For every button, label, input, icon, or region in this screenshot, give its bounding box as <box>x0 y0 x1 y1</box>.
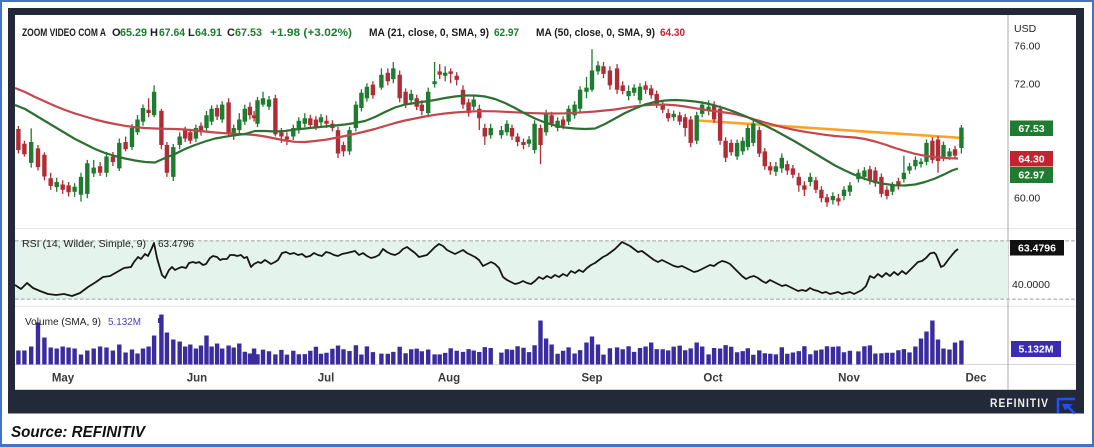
svg-text:63.4796: 63.4796 <box>1018 242 1056 254</box>
svg-text:Jun: Jun <box>187 373 207 385</box>
svg-text:H: H <box>150 27 158 39</box>
svg-text:Nov: Nov <box>838 373 860 385</box>
svg-text:Sep: Sep <box>581 373 602 385</box>
svg-text:62.97: 62.97 <box>494 27 519 39</box>
svg-text:Aug: Aug <box>438 373 460 385</box>
svg-text:64.30: 64.30 <box>1018 153 1044 165</box>
svg-text:64.30: 64.30 <box>660 27 685 39</box>
svg-text:60.00: 60.00 <box>1014 193 1040 205</box>
svg-text:RSI (14, Wilder, Simple, 9): RSI (14, Wilder, Simple, 9) <box>22 238 146 250</box>
svg-text:O: O <box>112 27 121 39</box>
svg-text:Jul: Jul <box>318 373 335 385</box>
svg-text:64.91: 64.91 <box>195 27 222 39</box>
svg-text:67.53: 67.53 <box>235 27 262 39</box>
svg-text:Oct: Oct <box>703 373 722 385</box>
svg-text:MA (50, close, 0, SMA, 9): MA (50, close, 0, SMA, 9) <box>536 27 655 39</box>
svg-text:USD: USD <box>1014 23 1037 35</box>
svg-text:67.53: 67.53 <box>1018 123 1044 135</box>
svg-text:C: C <box>227 27 235 39</box>
svg-text:L: L <box>188 27 195 39</box>
svg-text:65.29: 65.29 <box>120 27 147 39</box>
svg-text:Source: REFINITIV: Source: REFINITIV <box>11 424 146 441</box>
svg-text:May: May <box>52 373 75 385</box>
svg-text:Dec: Dec <box>965 373 987 385</box>
svg-text:67.64: 67.64 <box>159 27 186 39</box>
svg-text:+1.98 (+3.02%): +1.98 (+3.02%) <box>270 27 352 39</box>
svg-text:ZOOM VIDEO COM A: ZOOM VIDEO COM A <box>22 27 106 39</box>
svg-text:40.0000: 40.0000 <box>1012 279 1050 291</box>
svg-text:Volume (SMA, 9): Volume (SMA, 9) <box>25 316 101 328</box>
svg-text:5.132M: 5.132M <box>108 316 141 328</box>
svg-text:MA (21, close, 0, SMA, 9): MA (21, close, 0, SMA, 9) <box>369 27 489 39</box>
svg-text:72.00: 72.00 <box>1014 79 1040 91</box>
svg-text:63.4796: 63.4796 <box>158 238 194 250</box>
svg-text:76.00: 76.00 <box>1014 41 1040 53</box>
svg-text:REFINITIV: REFINITIV <box>990 398 1049 410</box>
svg-text:5.132M: 5.132M <box>1018 344 1053 356</box>
svg-text:62.97: 62.97 <box>1018 170 1044 182</box>
